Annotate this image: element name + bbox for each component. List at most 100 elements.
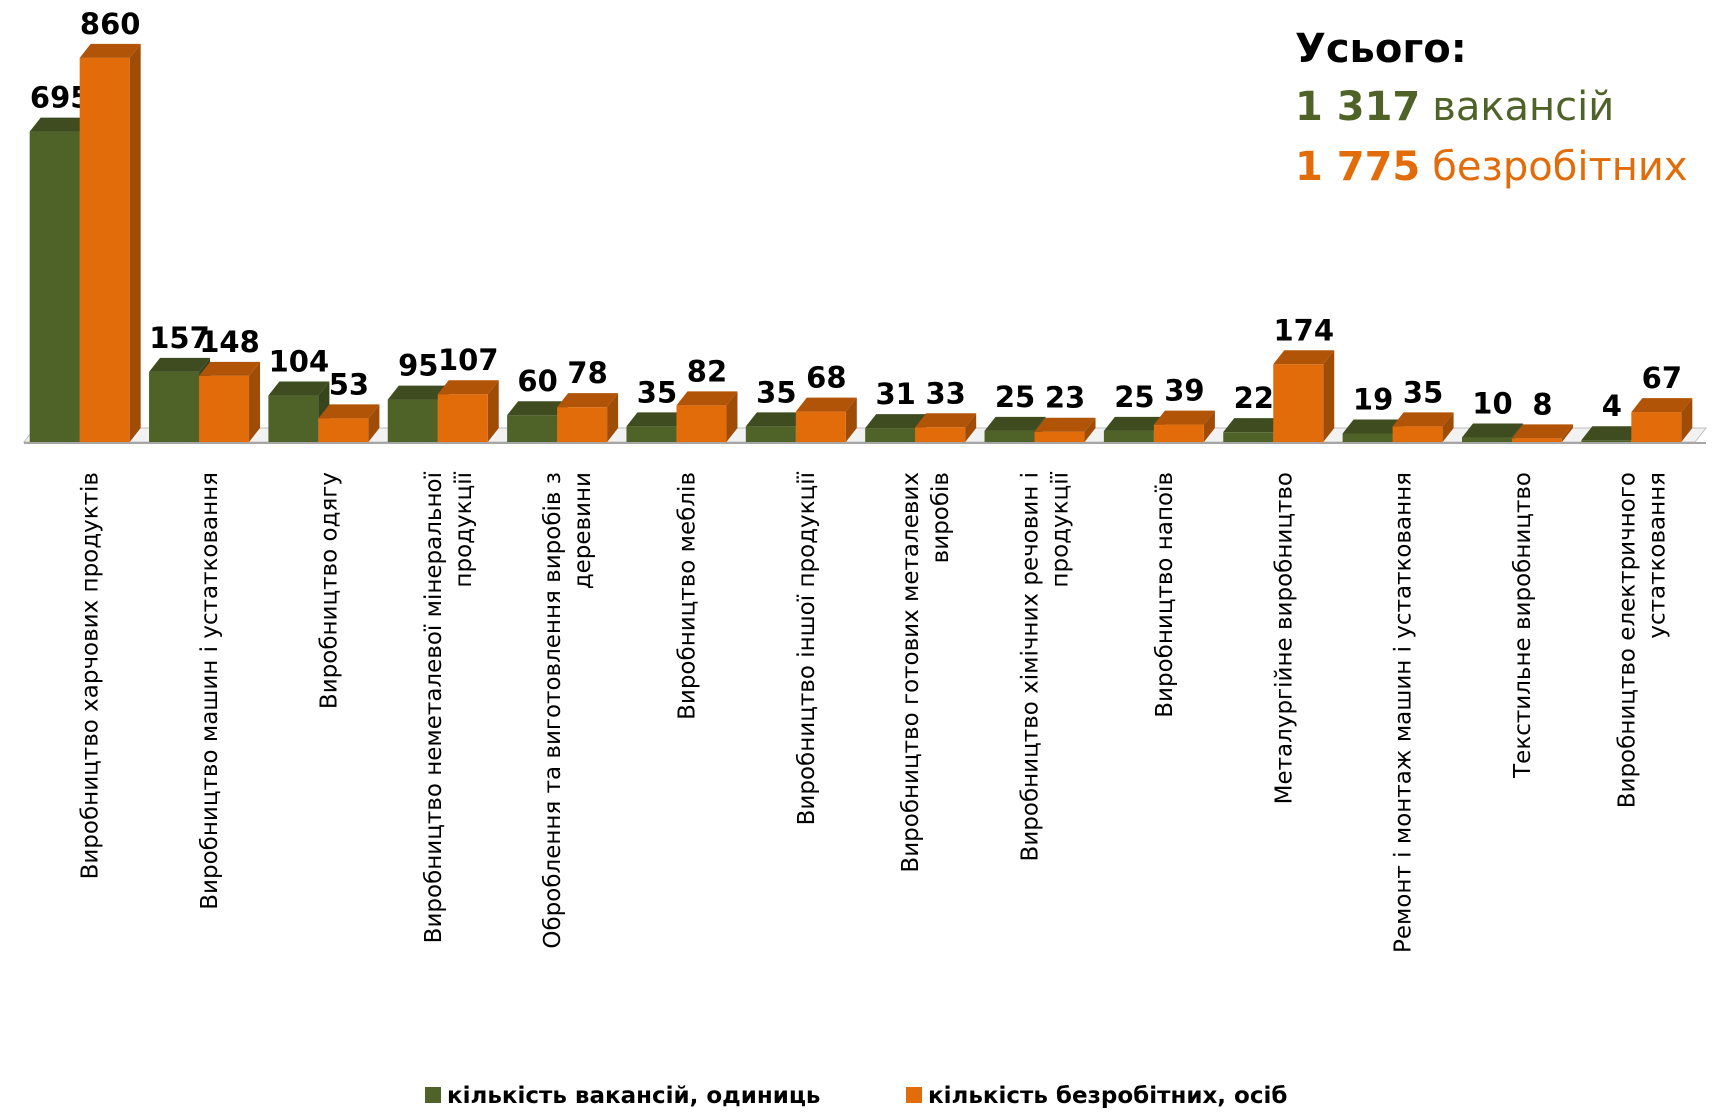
value-label: 22 <box>1234 381 1274 415</box>
value-label: 31 <box>875 377 915 411</box>
bar-top <box>1342 419 1404 434</box>
value-label: 78 <box>567 356 607 390</box>
bar-side <box>1442 412 1454 442</box>
bar-top <box>149 357 211 372</box>
bar <box>318 418 369 442</box>
bar-top <box>1153 410 1215 425</box>
value-label: 860 <box>80 7 141 41</box>
x-tick-label: Виробництво готових металевих виробів <box>898 472 954 873</box>
bar-top <box>1631 398 1693 413</box>
bar <box>865 428 916 442</box>
value-label: 174 <box>1273 313 1334 347</box>
bar-side <box>1561 424 1573 442</box>
bar <box>626 426 677 442</box>
bar <box>557 407 608 442</box>
bar-top <box>318 404 380 419</box>
value-label: 53 <box>329 367 369 401</box>
bar-side <box>965 413 977 442</box>
bar-top <box>268 381 330 396</box>
value-label: 35 <box>756 375 796 409</box>
value-label: 23 <box>1045 381 1085 415</box>
bar <box>1034 431 1085 442</box>
bar-side <box>487 380 499 442</box>
bar-side <box>1323 350 1335 442</box>
x-tick-label: Виробництво електричного устатковання <box>1614 472 1670 808</box>
bar-top <box>387 385 449 400</box>
value-label: 104 <box>269 345 330 379</box>
value-label: 25 <box>995 380 1035 414</box>
bar <box>1581 440 1632 442</box>
bar-top <box>984 416 1046 431</box>
bar-top <box>79 43 141 58</box>
bar-top <box>1511 424 1573 439</box>
x-tick-label: Текстильне виробництво <box>1510 472 1536 779</box>
value-label: 19 <box>1353 383 1393 417</box>
value-label: 82 <box>687 354 727 388</box>
bar <box>984 430 1035 442</box>
bar <box>915 427 966 442</box>
bar-side <box>1681 398 1693 442</box>
value-label: 68 <box>806 361 846 395</box>
bar <box>1103 430 1154 442</box>
bar <box>1273 364 1324 442</box>
summary-text: безробітних <box>1432 144 1687 190</box>
bar-side <box>249 361 261 442</box>
bar <box>199 375 250 442</box>
x-tick-label: Виробництво хімічних речовин і продукції <box>1018 471 1074 861</box>
value-label: 60 <box>517 364 557 398</box>
bar-top <box>1581 426 1643 441</box>
value-label: 33 <box>925 376 965 410</box>
summary-number: 1 775 <box>1295 144 1420 190</box>
bar <box>676 405 727 442</box>
bar-top <box>1103 416 1165 431</box>
bar <box>268 395 319 442</box>
bar <box>1392 426 1443 442</box>
bar <box>1153 424 1204 442</box>
bar <box>1223 432 1274 442</box>
bar-side <box>368 404 380 442</box>
value-label: 35 <box>637 375 677 409</box>
bar-top <box>626 412 688 427</box>
value-label: 10 <box>1472 387 1512 421</box>
bar <box>745 426 796 442</box>
bar <box>1631 412 1682 442</box>
x-tick-label: Виробництво машин і устатковання <box>197 472 223 910</box>
legend-swatch <box>425 1087 441 1103</box>
x-tick-label: Ремонт і монтаж машин і устатковання <box>1391 472 1417 953</box>
value-label: 39 <box>1164 374 1204 408</box>
summary-title: Усього: <box>1295 26 1467 72</box>
value-label: 8 <box>1532 387 1552 421</box>
bar <box>1342 433 1393 442</box>
x-tick-label: Виробництво одягу <box>316 472 342 709</box>
summary-text: вакансій <box>1432 84 1614 130</box>
value-label: 157 <box>149 321 210 355</box>
summary-line: 1 775 безробітних <box>1295 144 1688 190</box>
value-label: 35 <box>1403 375 1443 409</box>
x-tick-label: Виробництво напоїв <box>1152 472 1178 718</box>
bar-top <box>507 401 569 416</box>
bar-top <box>29 117 91 132</box>
bar-top <box>676 391 738 406</box>
x-tick-label: Виробництво неметалевої мінеральної проду… <box>421 471 477 943</box>
bar-top <box>865 414 927 429</box>
x-tick-label: Виробництво харчових продуктів <box>78 472 104 879</box>
x-tick-label: Виробництво меблів <box>674 472 700 720</box>
legend-label: кількість безробітних, осіб <box>928 1083 1287 1109</box>
summary-line: 1 317 вакансій <box>1295 84 1614 130</box>
bar-top <box>199 361 261 376</box>
bar-side <box>607 393 619 442</box>
x-tick-label: Оброблення та виготовлення виробів з дере… <box>540 472 596 949</box>
bar-top <box>1461 423 1523 438</box>
value-label: 25 <box>1114 380 1154 414</box>
bar-top <box>1392 412 1454 427</box>
bar-top <box>915 413 977 428</box>
value-label: 148 <box>199 325 260 359</box>
bar-side <box>1203 410 1215 442</box>
bar-top <box>1223 418 1285 433</box>
bar <box>29 131 80 443</box>
bar <box>795 411 846 442</box>
bar <box>1461 437 1512 442</box>
legend-swatch <box>906 1087 922 1103</box>
bar <box>437 394 488 442</box>
